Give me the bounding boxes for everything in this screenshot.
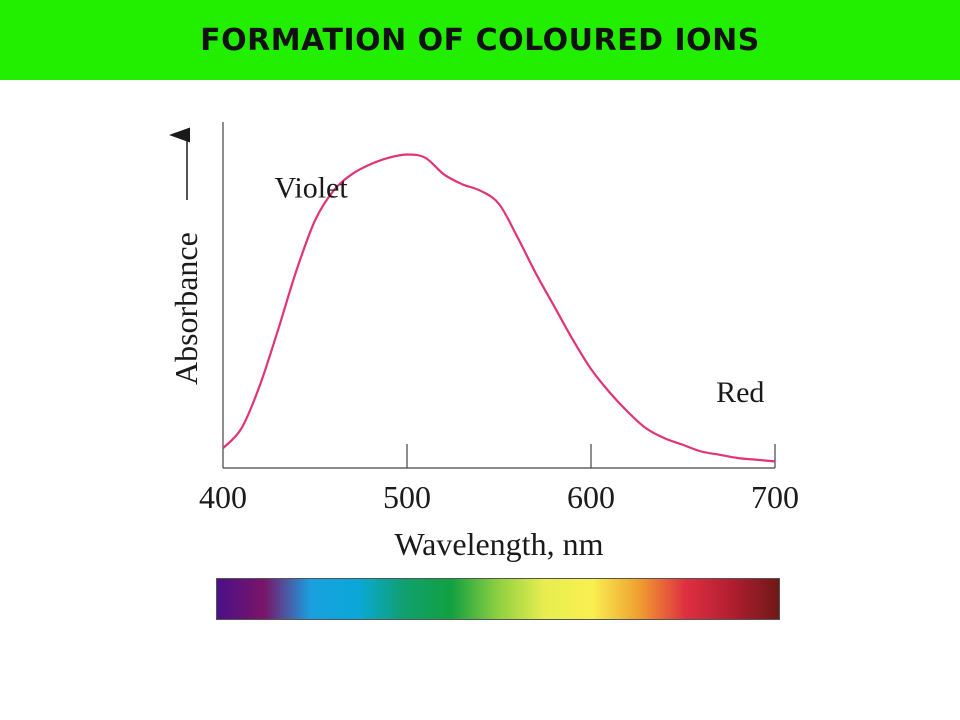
annotation-violet: Violet bbox=[275, 171, 349, 204]
x-tick-label: 400 bbox=[199, 479, 247, 515]
x-axis-label: Wavelength, nm bbox=[395, 526, 604, 562]
x-tick-label: 500 bbox=[383, 479, 431, 515]
x-tick-label: 600 bbox=[567, 479, 615, 515]
title-banner: FORMATION OF COLOURED IONS bbox=[0, 0, 960, 80]
y-axis-label-group: Absorbance bbox=[168, 127, 204, 385]
y-axis-label: Absorbance bbox=[168, 232, 204, 385]
absorbance-series-line bbox=[222, 153, 776, 463]
page-title: FORMATION OF COLOURED IONS bbox=[200, 22, 760, 58]
annotation-red: Red bbox=[716, 376, 764, 409]
x-tick-label: 700 bbox=[751, 479, 799, 515]
visible-spectrum-bar bbox=[216, 578, 780, 620]
